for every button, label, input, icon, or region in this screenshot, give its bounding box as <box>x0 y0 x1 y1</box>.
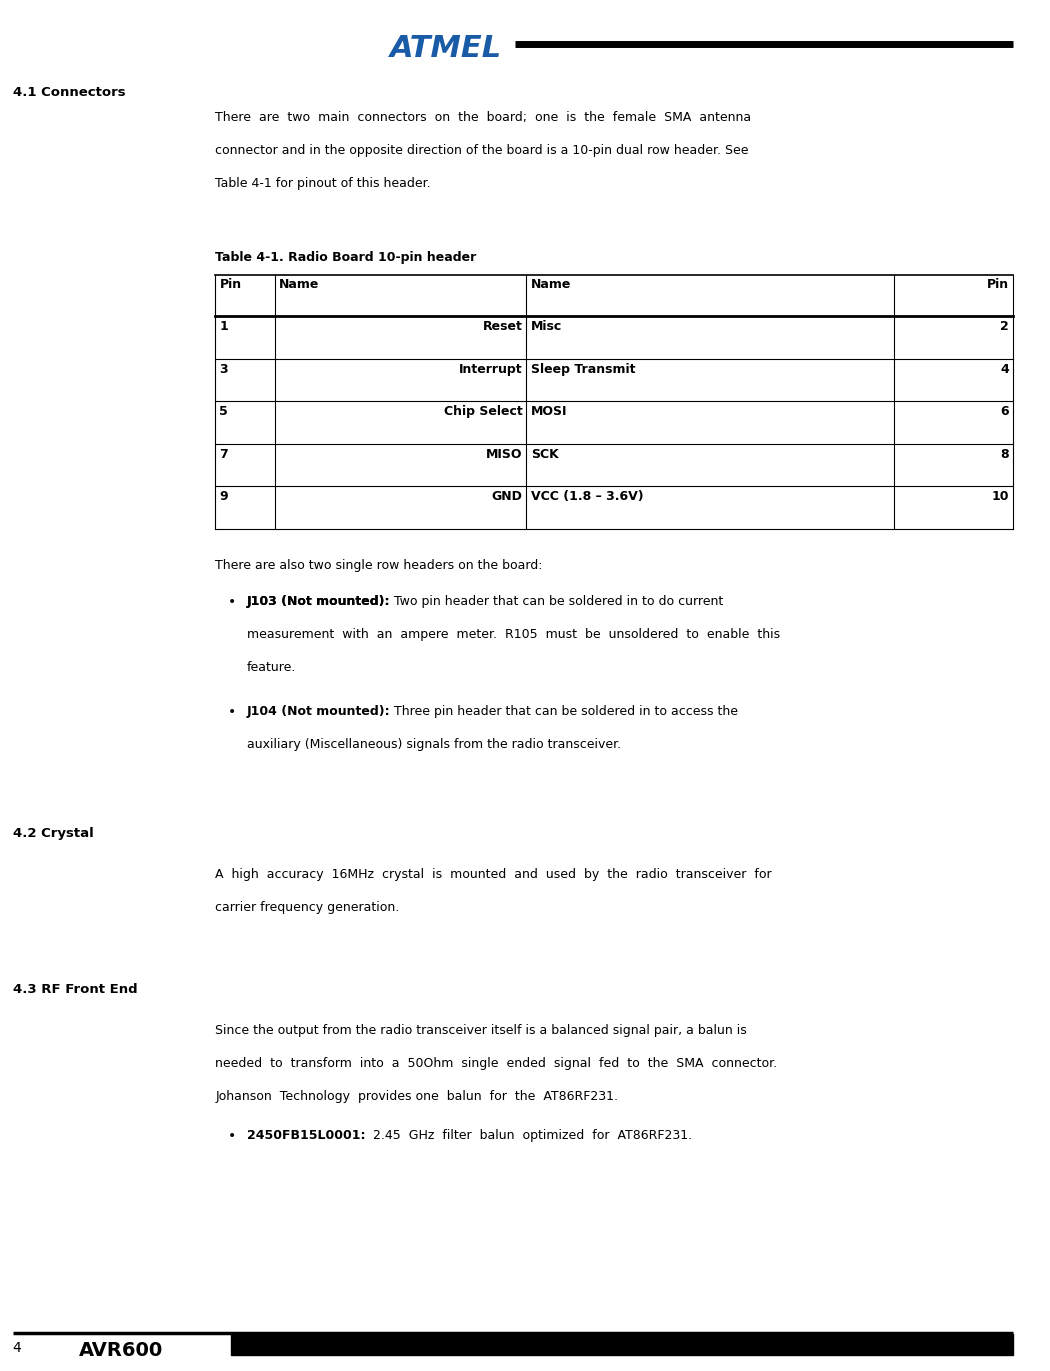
Text: feature.: feature. <box>247 661 296 675</box>
Text: connector and in the opposite direction of the board is a 10-pin dual row header: connector and in the opposite direction … <box>215 144 749 156</box>
Text: 4: 4 <box>1001 363 1009 376</box>
Text: •: • <box>228 595 236 609</box>
Text: 4.3 RF Front End: 4.3 RF Front End <box>13 983 138 997</box>
Text: Name: Name <box>279 278 319 291</box>
Text: •: • <box>228 705 236 718</box>
Text: Table 4-1. Radio Board 10-pin header: Table 4-1. Radio Board 10-pin header <box>215 251 477 263</box>
Text: Pin: Pin <box>219 278 242 291</box>
Text: Table 4-1 for pinout of this header.: Table 4-1 for pinout of this header. <box>215 177 430 189</box>
Text: GND: GND <box>491 491 522 503</box>
Text: Johanson  Technology  provides one  balun  for  the  AT86RF231.: Johanson Technology provides one balun f… <box>215 1090 618 1102</box>
Text: 1: 1 <box>219 321 228 333</box>
Text: 7: 7 <box>219 448 228 461</box>
Text: 4.2 Crystal: 4.2 Crystal <box>13 827 93 840</box>
Text: A  high  accuracy  16MHz  crystal  is  mounted  and  used  by  the  radio  trans: A high accuracy 16MHz crystal is mounted… <box>215 868 772 880</box>
Text: J104 (Not mounted):: J104 (Not mounted): <box>247 705 391 718</box>
Text: MISO: MISO <box>486 448 522 461</box>
Text: 2.45  GHz  filter  balun  optimized  for  AT86RF231.: 2.45 GHz filter balun optimized for AT86… <box>365 1130 692 1142</box>
Text: 5: 5 <box>219 406 228 418</box>
Text: Two pin header that can be soldered in to do current: Two pin header that can be soldered in t… <box>391 595 723 609</box>
Text: 8: 8 <box>1001 448 1009 461</box>
Text: 4.1 Connectors: 4.1 Connectors <box>13 86 125 99</box>
Text: 9: 9 <box>219 491 228 503</box>
Text: 3: 3 <box>219 363 228 376</box>
Text: carrier frequency generation.: carrier frequency generation. <box>215 901 399 913</box>
Text: 4: 4 <box>13 1341 21 1355</box>
Text: auxiliary (Miscellaneous) signals from the radio transceiver.: auxiliary (Miscellaneous) signals from t… <box>247 738 621 751</box>
Text: There  are  two  main  connectors  on  the  board;  one  is  the  female  SMA  a: There are two main connectors on the boa… <box>215 111 752 123</box>
Text: Reset: Reset <box>482 321 522 333</box>
Text: needed  to  transform  into  a  50Ohm  single  ended  signal  fed  to  the  SMA : needed to transform into a 50Ohm single … <box>215 1057 777 1069</box>
Text: AVR600: AVR600 <box>79 1341 163 1360</box>
Text: 2: 2 <box>1001 321 1009 333</box>
Text: Name: Name <box>530 278 571 291</box>
Text: Chip Select: Chip Select <box>443 406 522 418</box>
Text: 2450FB15L0001:: 2450FB15L0001: <box>247 1130 365 1142</box>
Text: Sleep Transmit: Sleep Transmit <box>530 363 635 376</box>
Text: ATMEL: ATMEL <box>391 34 502 63</box>
Text: Misc: Misc <box>530 321 562 333</box>
Text: There are also two single row headers on the board:: There are also two single row headers on… <box>215 559 543 572</box>
Text: J103 (Not mounted):: J103 (Not mounted): <box>247 595 391 609</box>
Text: J103 (Not mounted):: J103 (Not mounted): <box>247 595 391 609</box>
Text: •: • <box>228 1130 236 1143</box>
Text: VCC (1.8 – 3.6V): VCC (1.8 – 3.6V) <box>530 491 644 503</box>
Text: Pin: Pin <box>987 278 1009 291</box>
Text: SCK: SCK <box>530 448 559 461</box>
Text: 6: 6 <box>1001 406 1009 418</box>
Text: Interrupt: Interrupt <box>459 363 522 376</box>
Text: MOSI: MOSI <box>530 406 567 418</box>
Text: Since the output from the radio transceiver itself is a balanced signal pair, a : Since the output from the radio transcei… <box>215 1024 747 1036</box>
Text: Three pin header that can be soldered in to access the: Three pin header that can be soldered in… <box>391 705 738 718</box>
Text: 10: 10 <box>991 491 1009 503</box>
Text: measurement  with  an  ampere  meter.  R105  must  be  unsoldered  to  enable  t: measurement with an ampere meter. R105 m… <box>247 628 780 642</box>
